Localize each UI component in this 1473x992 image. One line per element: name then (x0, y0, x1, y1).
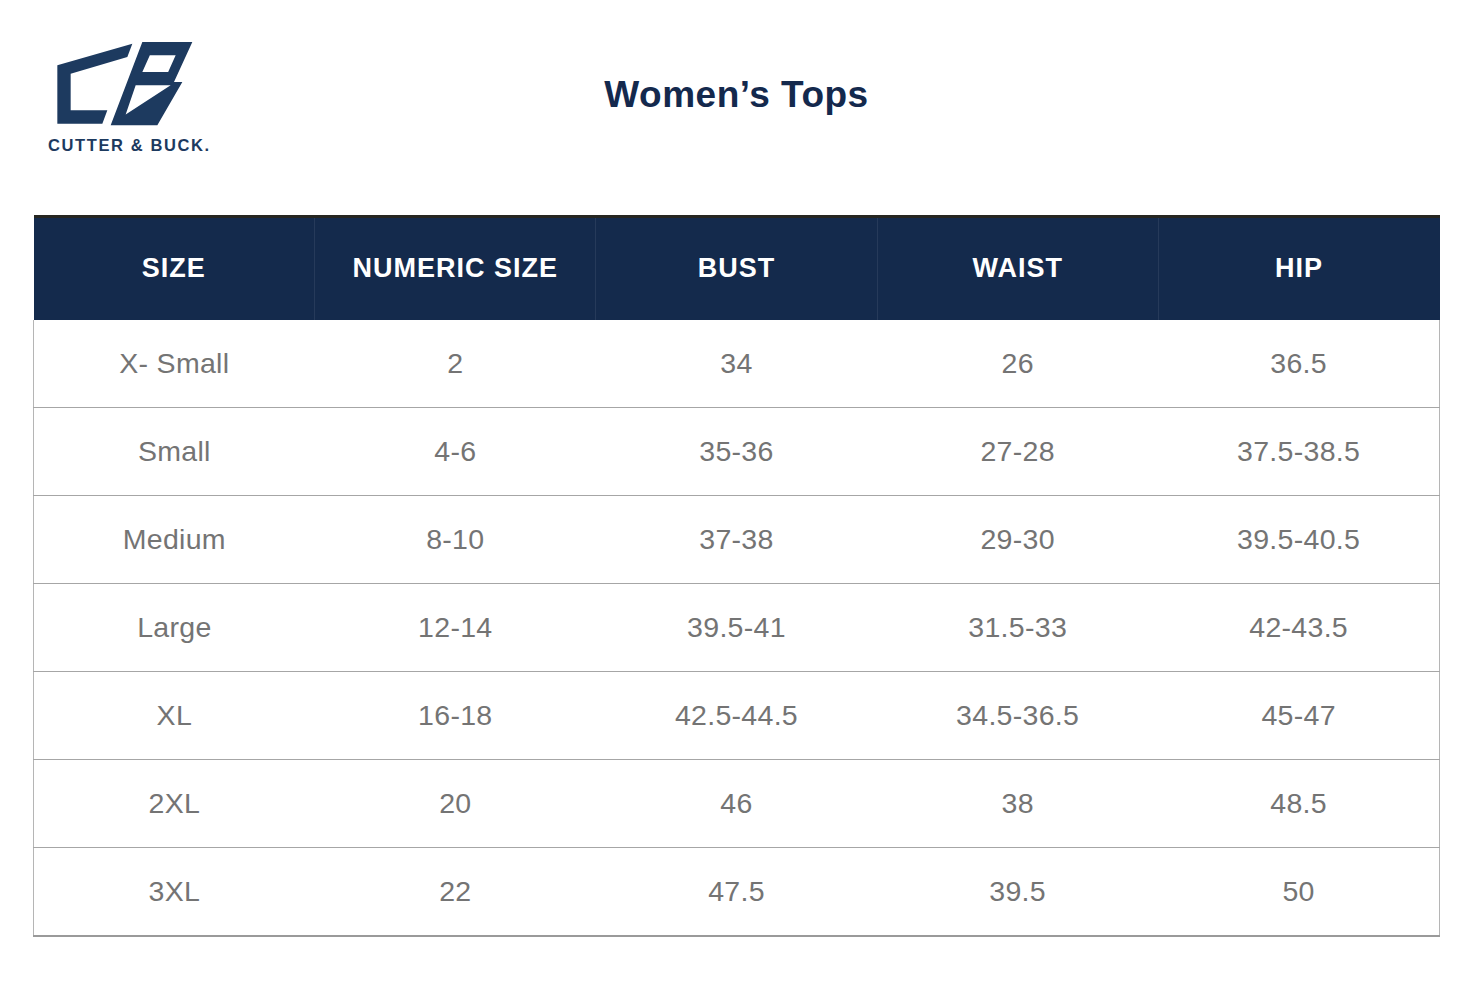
cell-bust: 46 (596, 760, 877, 848)
cell-hip: 50 (1158, 848, 1439, 936)
cell-waist: 29-30 (877, 496, 1158, 584)
cell-bust: 47.5 (596, 848, 877, 936)
cell-bust: 37-38 (596, 496, 877, 584)
cell-size: Large (34, 584, 315, 672)
cell-bust: 35-36 (596, 408, 877, 496)
cell-waist: 27-28 (877, 408, 1158, 496)
table-row: XL 16-18 42.5-44.5 34.5-36.5 45-47 (34, 672, 1440, 760)
table-header-row: SIZE NUMERIC SIZE BUST WAIST HIP (34, 217, 1440, 320)
cell-hip: 36.5 (1158, 320, 1439, 408)
cell-bust: 34 (596, 320, 877, 408)
cell-waist: 31.5-33 (877, 584, 1158, 672)
cell-hip: 42-43.5 (1158, 584, 1439, 672)
column-header-numeric-size: NUMERIC SIZE (315, 217, 596, 320)
table-row: Large 12-14 39.5-41 31.5-33 42-43.5 (34, 584, 1440, 672)
cell-numeric-size: 22 (315, 848, 596, 936)
table-row: Medium 8-10 37-38 29-30 39.5-40.5 (34, 496, 1440, 584)
cell-size: 3XL (34, 848, 315, 936)
size-chart-table: SIZE NUMERIC SIZE BUST WAIST HIP X- Smal… (33, 215, 1440, 937)
cell-bust: 42.5-44.5 (596, 672, 877, 760)
page-title: Women’s Tops (0, 74, 1473, 116)
column-header-size: SIZE (34, 217, 315, 320)
cell-waist: 38 (877, 760, 1158, 848)
column-header-hip: HIP (1158, 217, 1439, 320)
cell-size: X- Small (34, 320, 315, 408)
cell-hip: 45-47 (1158, 672, 1439, 760)
cell-hip: 48.5 (1158, 760, 1439, 848)
cell-numeric-size: 4-6 (315, 408, 596, 496)
table-row: 3XL 22 47.5 39.5 50 (34, 848, 1440, 936)
cell-numeric-size: 20 (315, 760, 596, 848)
cell-numeric-size: 12-14 (315, 584, 596, 672)
cell-size: Small (34, 408, 315, 496)
table-row: X- Small 2 34 26 36.5 (34, 320, 1440, 408)
cell-waist: 26 (877, 320, 1158, 408)
cell-numeric-size: 8-10 (315, 496, 596, 584)
cell-size: Medium (34, 496, 315, 584)
cell-bust: 39.5-41 (596, 584, 877, 672)
cell-size: 2XL (34, 760, 315, 848)
cell-numeric-size: 16-18 (315, 672, 596, 760)
cell-waist: 34.5-36.5 (877, 672, 1158, 760)
cell-waist: 39.5 (877, 848, 1158, 936)
column-header-waist: WAIST (877, 217, 1158, 320)
brand-wordmark: CUTTER & BUCK. (48, 136, 200, 155)
table-row: Small 4-6 35-36 27-28 37.5-38.5 (34, 408, 1440, 496)
table-row: 2XL 20 46 38 48.5 (34, 760, 1440, 848)
cell-hip: 39.5-40.5 (1158, 496, 1439, 584)
column-header-bust: BUST (596, 217, 877, 320)
cell-numeric-size: 2 (315, 320, 596, 408)
size-chart-page: CUTTER & BUCK. Women’s Tops SIZE NUMERIC… (0, 0, 1473, 992)
page-header: CUTTER & BUCK. Women’s Tops (0, 0, 1473, 215)
cell-hip: 37.5-38.5 (1158, 408, 1439, 496)
cell-size: XL (34, 672, 315, 760)
